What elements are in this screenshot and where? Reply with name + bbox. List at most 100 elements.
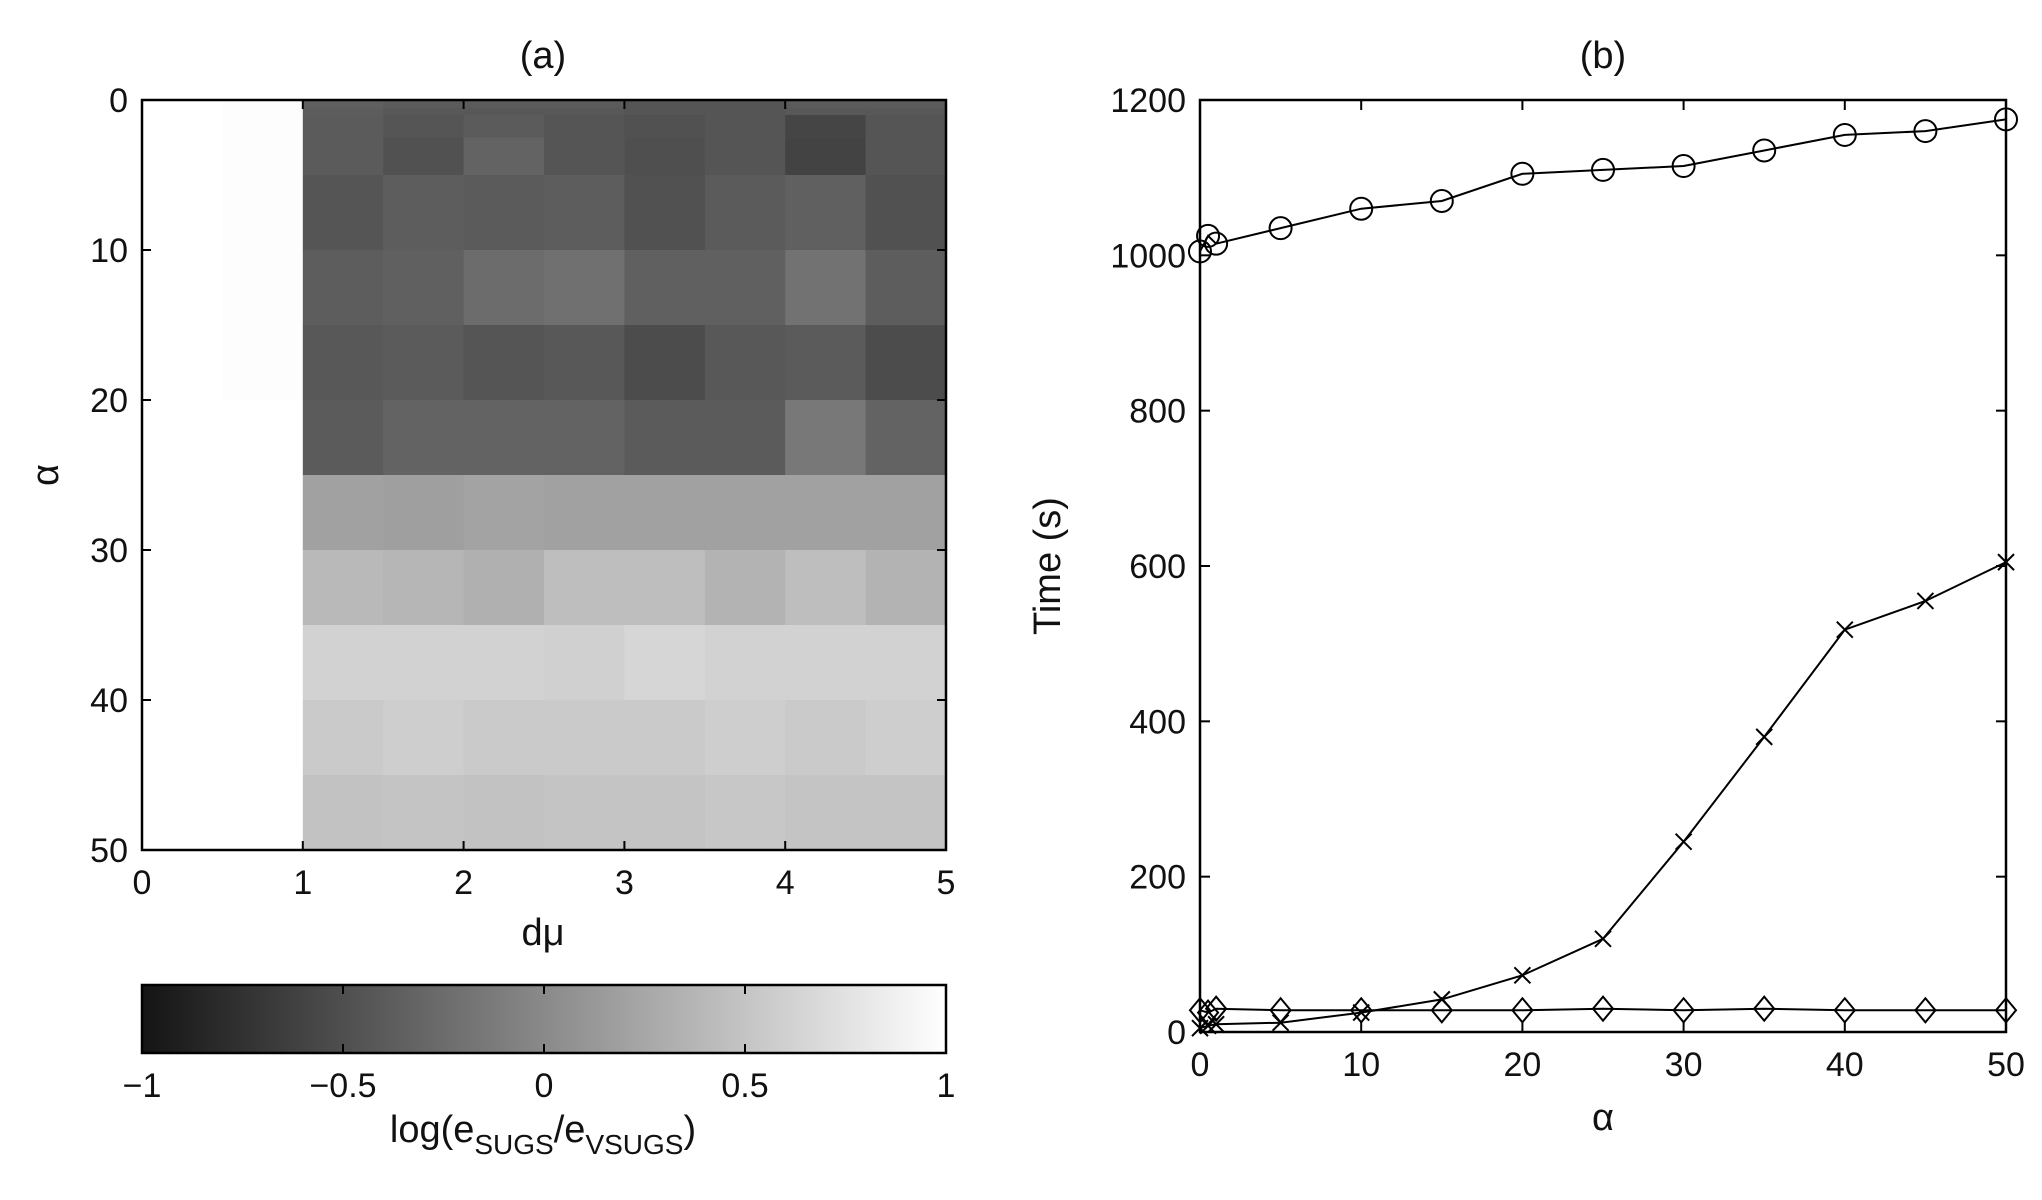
- heatmap-cell: [865, 115, 947, 139]
- diamond-point: [1914, 996, 1937, 1024]
- diamond-point: [1196, 999, 1220, 1027]
- heatmap-cell: [785, 115, 867, 139]
- circle-point: [1913, 119, 1938, 144]
- heatmap-cell: [785, 100, 867, 109]
- heatmap-cell: [865, 137, 947, 176]
- heatmap-cell: [222, 475, 304, 551]
- panel-b: (b) 0 10 20 30 40 50 0 200 400 600 800 1000 1200 α T…: [1027, 35, 2025, 1139]
- heatmap-cell: [865, 400, 947, 476]
- heatmap-cell: [383, 700, 465, 776]
- heatmap-cell: [704, 400, 786, 476]
- x-tick-label: 30: [1665, 1046, 1703, 1084]
- heatmap-cell: [544, 175, 625, 251]
- heatmap-cell: [624, 175, 706, 251]
- heatmap-cell: [624, 550, 706, 626]
- panel-a-frame: [140, 98, 948, 852]
- x-tick-label: 0: [1191, 1046, 1210, 1084]
- x-tick-label: 4: [776, 864, 795, 902]
- y-tick-label: 1200: [1110, 82, 1186, 120]
- heatmap-cell: [865, 475, 947, 551]
- heatmap-cell: [624, 107, 706, 116]
- circle-point: [1671, 154, 1696, 179]
- heatmap-cell: [383, 400, 465, 476]
- circle-point: [1204, 231, 1229, 256]
- heatmap-cell: [544, 700, 625, 776]
- colorbar-label-slash: /e: [554, 1109, 586, 1151]
- heatmap-cell: [142, 115, 223, 139]
- heatmap-cell: [463, 325, 545, 401]
- heatmap-cell: [544, 400, 625, 476]
- heatmap-cell: [222, 175, 304, 251]
- colorbar-tick-label: 1: [937, 1067, 956, 1105]
- y-tick-label: 400: [1129, 703, 1186, 741]
- heatmap-cell: [785, 475, 867, 551]
- diamond-point: [1752, 995, 1776, 1023]
- heatmap-cell: [544, 775, 625, 851]
- panel-b-ticks: 0 10 20 30 40 50 0 200 400 600 800 1000 1200: [1110, 82, 2025, 1084]
- cross-point: [1674, 833, 1693, 851]
- heatmap-cell: [624, 137, 706, 176]
- cross-point: [1836, 620, 1854, 639]
- y-tick-label: 1000: [1110, 237, 1186, 275]
- colorbar-ticks: −1 −0.5 0 0.5 1: [123, 985, 956, 1105]
- heatmap-cell: [383, 325, 465, 401]
- heatmap-cell: [302, 550, 384, 626]
- heatmap-cell: [544, 107, 625, 116]
- y-tick-label: 30: [90, 532, 128, 570]
- colorbar-label: log(eSUGS/eVSUGS): [390, 1109, 696, 1160]
- heatmap-cell: [704, 775, 786, 851]
- cross-point: [1352, 1003, 1370, 1022]
- heatmap-cell: [142, 325, 223, 401]
- heatmap-cell: [302, 115, 384, 139]
- heatmap-cell: [544, 550, 625, 626]
- circle-point: [1591, 157, 1615, 182]
- panel-a-ylabel: α: [25, 464, 67, 486]
- heatmap-cell: [142, 550, 223, 626]
- circle-point: [1429, 188, 1454, 213]
- heatmap-cell: [704, 115, 786, 139]
- colorbar-label-sub-vsugs: VSUGS: [585, 1129, 683, 1160]
- heatmap-cell: [222, 250, 304, 326]
- heatmap-cell: [142, 100, 223, 109]
- cross-point: [1755, 728, 1773, 746]
- heatmap-cell: [785, 107, 867, 116]
- heatmap-cell: [302, 775, 384, 851]
- heatmap-cell: [463, 175, 545, 251]
- y-tick-label: 10: [90, 232, 128, 270]
- y-tick-label: 600: [1129, 548, 1186, 586]
- x-tick-label: 10: [1342, 1046, 1380, 1084]
- cross-point: [1207, 1015, 1225, 1033]
- heatmap-cell: [865, 625, 947, 701]
- cross-point: [1594, 930, 1612, 948]
- heatmap-cell: [785, 550, 867, 626]
- circle-point: [1832, 122, 1857, 147]
- heatmap-cell: [624, 325, 706, 401]
- x-tick-label: 3: [615, 864, 634, 902]
- colorbar-gradient: [142, 985, 946, 1053]
- heatmap-cell: [302, 400, 384, 476]
- cross-point: [1916, 592, 1935, 610]
- heatmap-cell: [222, 400, 304, 476]
- heatmap-cell: [383, 137, 465, 176]
- heatmap-cell: [865, 775, 947, 851]
- heatmap-cell: [383, 107, 465, 116]
- heatmap-cell: [624, 115, 706, 139]
- heatmap-cell: [383, 625, 465, 701]
- heatmap-cell: [544, 100, 625, 109]
- heatmap-cell: [704, 475, 786, 551]
- heatmap-cell: [865, 550, 947, 626]
- heatmap-cell: [463, 475, 545, 551]
- heatmap-cell: [302, 625, 384, 701]
- x-tick-label: 20: [1503, 1046, 1541, 1084]
- heatmap-cell: [383, 775, 465, 851]
- colorbar-tick-label: −0.5: [309, 1067, 376, 1105]
- heatmap-cell: [544, 115, 625, 139]
- diamond-point: [1204, 995, 1228, 1023]
- heatmap-cell: [302, 137, 384, 176]
- heatmap-cell: [704, 250, 786, 326]
- heatmap-cell: [222, 700, 304, 776]
- heatmap-cell: [865, 100, 947, 109]
- y-tick-label: 0: [109, 82, 128, 120]
